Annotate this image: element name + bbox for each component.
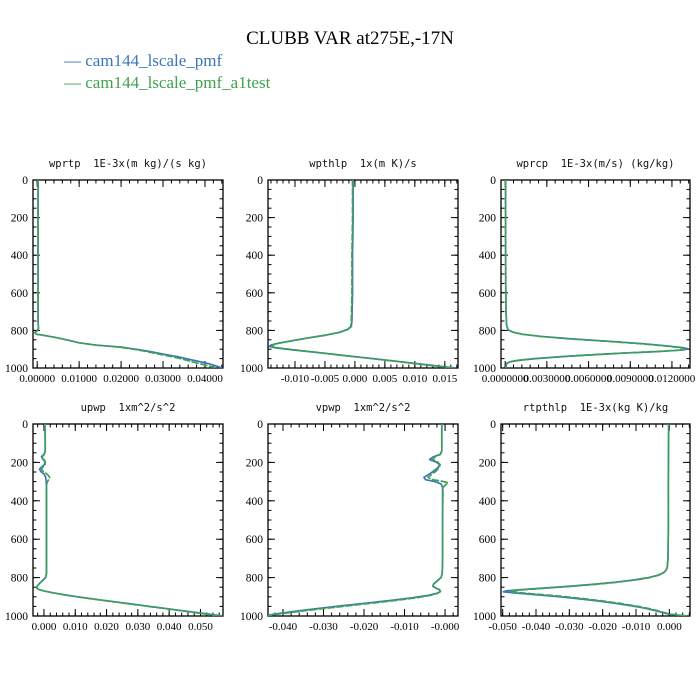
svg-text:400: 400 bbox=[11, 250, 29, 262]
svg-text:200: 200 bbox=[11, 457, 29, 469]
svg-text:-0.005: -0.005 bbox=[311, 373, 340, 385]
svg-text:0: 0 bbox=[22, 419, 28, 431]
svg-text:0.01000: 0.01000 bbox=[61, 373, 97, 385]
svg-text:0.005: 0.005 bbox=[373, 373, 398, 385]
legend-label-2: cam144_lscale_pmf_a1test bbox=[85, 73, 271, 92]
plot-legend: — cam144_lscale_pmf — cam144_lscale_pmf_… bbox=[64, 50, 270, 94]
svg-text:-0.030: -0.030 bbox=[555, 621, 584, 633]
svg-text:-0.050: -0.050 bbox=[488, 621, 517, 633]
svg-text:600: 600 bbox=[11, 534, 29, 546]
svg-text:1000: 1000 bbox=[473, 611, 496, 623]
svg-text:0.03000: 0.03000 bbox=[145, 373, 181, 385]
svg-text:0.02000: 0.02000 bbox=[103, 373, 139, 385]
panel-title-rtpthlp: rtpthlp 1E-3x(kg K)/kg bbox=[522, 402, 669, 414]
svg-text:200: 200 bbox=[11, 213, 29, 225]
svg-text:-0.020: -0.020 bbox=[350, 621, 379, 633]
svg-text:-0.040: -0.040 bbox=[522, 621, 551, 633]
svg-text:600: 600 bbox=[479, 288, 497, 300]
chart-wpthlp: -0.010 -0.005 0.000 0.005 0.010 0.015 0 200 400 6… bbox=[240, 175, 459, 385]
chart-vpwp: -0.040 -0.030 -0.020 -0.010 -0.000 0 200 400 600… bbox=[240, 419, 460, 633]
svg-text:400: 400 bbox=[246, 250, 264, 262]
svg-text:0.030: 0.030 bbox=[125, 621, 150, 633]
svg-text:-0.000: -0.000 bbox=[431, 621, 460, 633]
legend-label-1: cam144_lscale_pmf bbox=[85, 51, 223, 70]
svg-text:800: 800 bbox=[479, 325, 497, 337]
svg-text:200: 200 bbox=[246, 213, 264, 225]
svg-text:800: 800 bbox=[246, 325, 264, 337]
svg-text:1000: 1000 bbox=[473, 363, 496, 375]
svg-text:200: 200 bbox=[479, 213, 497, 225]
panel-vpwp: vpwp 1xm^2/s^2 -0.040 -0.030 -0.020 -0.010-… bbox=[220, 398, 480, 642]
svg-text:400: 400 bbox=[479, 496, 497, 508]
panel-title-wprcp: wprcp 1E-3x(m/s) (kg/kg) bbox=[516, 158, 675, 170]
svg-text:800: 800 bbox=[246, 573, 264, 585]
svg-text:0.040: 0.040 bbox=[157, 621, 182, 633]
svg-text:0: 0 bbox=[257, 419, 263, 431]
svg-text:-0.010: -0.010 bbox=[281, 373, 310, 385]
svg-text:800: 800 bbox=[11, 573, 29, 585]
panel-title-wpthlp: wpthlp 1x(m K)/s bbox=[309, 158, 417, 170]
legend-item-1: — cam144_lscale_pmf bbox=[64, 50, 270, 72]
svg-text:0.0000000: 0.0000000 bbox=[482, 373, 529, 385]
panel-title-upwp: upwp 1xm^2/s^2 bbox=[80, 402, 176, 414]
svg-text:200: 200 bbox=[246, 457, 264, 469]
panel-title-vpwp: vpwp 1xm^2/s^2 bbox=[315, 402, 411, 414]
page-title: CLUBB VAR at275E,-17N bbox=[246, 28, 454, 49]
svg-text:0: 0 bbox=[257, 175, 263, 187]
svg-text:600: 600 bbox=[479, 534, 497, 546]
svg-text:400: 400 bbox=[246, 496, 264, 508]
svg-text:1000: 1000 bbox=[240, 363, 263, 375]
svg-text:200: 200 bbox=[479, 457, 497, 469]
svg-text:0.050: 0.050 bbox=[188, 621, 213, 633]
chart-upwp: 0.000 0.010 0.020 0.030 0.040 0.050 0 200 400 600… bbox=[5, 419, 224, 633]
svg-text:0: 0 bbox=[490, 175, 496, 187]
svg-text:400: 400 bbox=[11, 496, 29, 508]
svg-text:0.0030000: 0.0030000 bbox=[523, 373, 570, 385]
svg-text:0.015: 0.015 bbox=[432, 373, 457, 385]
svg-text:0.00000: 0.00000 bbox=[19, 373, 55, 385]
svg-text:0.010: 0.010 bbox=[402, 373, 427, 385]
svg-text:-0.020: -0.020 bbox=[588, 621, 617, 633]
svg-text:0.04000: 0.04000 bbox=[187, 373, 223, 385]
svg-text:1000: 1000 bbox=[5, 611, 28, 623]
svg-text:0.0090000: 0.0090000 bbox=[607, 373, 654, 385]
legend-line-marker-2: — bbox=[64, 73, 81, 92]
panel-wprtp: wprtp 1E-3x(m kg)/(s kg) 0.00000 0.01000 0… bbox=[0, 154, 245, 394]
svg-text:0.020: 0.020 bbox=[94, 621, 119, 633]
svg-text:0.000: 0.000 bbox=[657, 621, 682, 633]
legend-line-marker-1: — bbox=[64, 51, 81, 70]
chart-wprcp: 0.00000000.00300000.00600000.00900000.01… bbox=[473, 175, 696, 385]
svg-text:0.000: 0.000 bbox=[32, 621, 57, 633]
svg-text:-0.010: -0.010 bbox=[390, 621, 419, 633]
svg-text:0.0120000: 0.0120000 bbox=[649, 373, 696, 385]
svg-text:-0.030: -0.030 bbox=[309, 621, 338, 633]
svg-text:600: 600 bbox=[246, 534, 264, 546]
svg-text:0: 0 bbox=[490, 419, 496, 431]
svg-text:600: 600 bbox=[11, 288, 29, 300]
svg-text:0: 0 bbox=[22, 175, 28, 187]
svg-text:-0.010: -0.010 bbox=[622, 621, 651, 633]
panel-wprcp: wprcp 1E-3x(m/s) (kg/kg) 0.0000000 0.0030… bbox=[453, 154, 700, 394]
panel-rtpthlp: rtpthlp 1E-3x(kg K)/kg -0.050 -0.040 -0.03… bbox=[453, 398, 700, 642]
svg-text:600: 600 bbox=[246, 288, 264, 300]
svg-text:800: 800 bbox=[11, 325, 29, 337]
svg-text:400: 400 bbox=[479, 250, 497, 262]
svg-text:1000: 1000 bbox=[240, 611, 263, 623]
chart-wprtp: 0.00000 0.01000 0.02000 0.03000 0.04000 0 200 4… bbox=[5, 175, 224, 385]
legend-item-2: — cam144_lscale_pmf_a1test bbox=[64, 72, 270, 94]
svg-text:-0.040: -0.040 bbox=[269, 621, 298, 633]
chart-rtpthlp: -0.050 -0.040 -0.030 -0.020 -0.010 0.000 0 200 4… bbox=[473, 419, 691, 633]
panel-title-wprtp: wprtp 1E-3x(m kg)/(s kg) bbox=[48, 158, 208, 170]
svg-text:1000: 1000 bbox=[5, 363, 28, 375]
svg-text:0.010: 0.010 bbox=[63, 621, 88, 633]
panel-upwp: upwp 1xm^2/s^2 0.000 0.010 0.020 0.030 0.040… bbox=[0, 398, 245, 642]
svg-text:800: 800 bbox=[479, 573, 497, 585]
svg-text:0.000: 0.000 bbox=[343, 373, 368, 385]
panel-wpthlp: wpthlp 1x(m K)/s -0.010 -0.005 0.000 0.005 0… bbox=[220, 154, 480, 394]
svg-text:0.0060000: 0.0060000 bbox=[565, 373, 612, 385]
